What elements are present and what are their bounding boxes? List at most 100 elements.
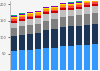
- Bar: [76, 15, 82, 26]
- Bar: [11, 36, 17, 51]
- Bar: [36, 15, 42, 16]
- Bar: [68, 2, 74, 3]
- Bar: [76, 26, 82, 45]
- Bar: [27, 50, 34, 70]
- Bar: [68, 10, 74, 16]
- Bar: [11, 23, 17, 28]
- Bar: [19, 16, 25, 17]
- Bar: [76, 3, 82, 4]
- Bar: [19, 13, 25, 14]
- Bar: [27, 19, 34, 25]
- Bar: [84, 1, 90, 2]
- Bar: [44, 14, 50, 21]
- Bar: [27, 17, 34, 19]
- Bar: [92, 6, 98, 13]
- Bar: [27, 12, 34, 13]
- Bar: [52, 8, 57, 10]
- Bar: [84, 7, 90, 14]
- Bar: [36, 13, 42, 15]
- Bar: [11, 15, 17, 16]
- Bar: [44, 9, 50, 11]
- Bar: [68, 26, 74, 46]
- Bar: [60, 10, 66, 17]
- Bar: [11, 21, 17, 23]
- Bar: [60, 17, 66, 27]
- Bar: [84, 45, 90, 70]
- Bar: [84, 3, 90, 5]
- Bar: [84, 2, 90, 3]
- Bar: [36, 33, 42, 49]
- Bar: [76, 1, 82, 2]
- Bar: [36, 49, 42, 70]
- Bar: [19, 19, 25, 21]
- Bar: [76, 9, 82, 15]
- Bar: [92, 13, 98, 24]
- Bar: [68, 46, 74, 70]
- Bar: [11, 17, 17, 18]
- Bar: [44, 48, 50, 70]
- Bar: [19, 21, 25, 26]
- Bar: [52, 13, 57, 19]
- Bar: [27, 34, 34, 50]
- Bar: [36, 18, 42, 24]
- Bar: [52, 6, 57, 7]
- Bar: [60, 4, 66, 5]
- Bar: [76, 2, 82, 3]
- Bar: [19, 35, 25, 50]
- Bar: [60, 5, 66, 7]
- Bar: [36, 24, 42, 33]
- Bar: [92, 24, 98, 44]
- Bar: [92, 2, 98, 4]
- Bar: [27, 25, 34, 34]
- Bar: [27, 14, 34, 16]
- Bar: [68, 3, 74, 4]
- Bar: [44, 7, 50, 8]
- Bar: [19, 15, 25, 16]
- Bar: [60, 46, 66, 70]
- Bar: [11, 28, 17, 36]
- Bar: [68, 5, 74, 6]
- Bar: [76, 45, 82, 70]
- Bar: [19, 26, 25, 35]
- Bar: [84, 0, 90, 1]
- Bar: [52, 29, 57, 48]
- Bar: [52, 48, 57, 70]
- Bar: [84, 5, 90, 7]
- Bar: [68, 6, 74, 8]
- Bar: [76, 4, 82, 5]
- Bar: [19, 50, 25, 70]
- Bar: [11, 19, 17, 21]
- Bar: [76, 7, 82, 9]
- Bar: [36, 12, 42, 13]
- Bar: [44, 8, 50, 9]
- Bar: [44, 30, 50, 48]
- Bar: [19, 17, 25, 19]
- Bar: [92, 44, 98, 70]
- Bar: [27, 13, 34, 14]
- Bar: [68, 4, 74, 5]
- Bar: [92, 4, 98, 6]
- Bar: [44, 21, 50, 30]
- Bar: [52, 11, 57, 13]
- Bar: [36, 16, 42, 18]
- Bar: [84, 14, 90, 25]
- Bar: [60, 27, 66, 46]
- Bar: [36, 11, 42, 12]
- Bar: [92, 1, 98, 2]
- Bar: [52, 10, 57, 11]
- Bar: [68, 16, 74, 26]
- Bar: [11, 51, 17, 70]
- Bar: [76, 5, 82, 7]
- Bar: [60, 8, 66, 10]
- Bar: [60, 3, 66, 4]
- Bar: [11, 16, 17, 17]
- Bar: [92, 0, 98, 1]
- Bar: [52, 19, 57, 29]
- Bar: [11, 18, 17, 19]
- Bar: [19, 14, 25, 15]
- Bar: [44, 12, 50, 14]
- Bar: [52, 7, 57, 8]
- Bar: [60, 7, 66, 8]
- Bar: [44, 11, 50, 12]
- Bar: [84, 25, 90, 45]
